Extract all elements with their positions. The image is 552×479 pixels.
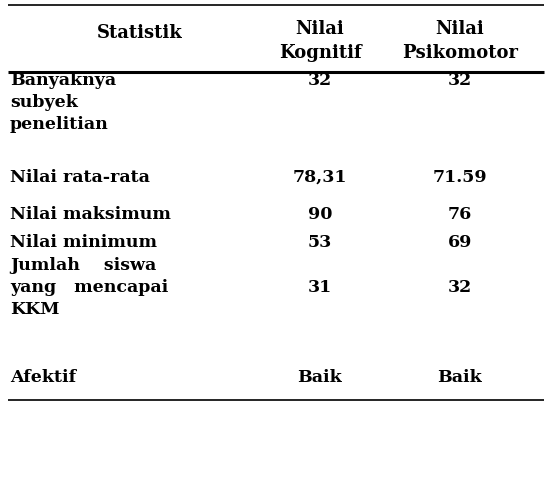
Text: Statistik: Statistik	[97, 23, 183, 42]
Text: subyek: subyek	[10, 94, 78, 111]
Text: Baik: Baik	[298, 369, 342, 386]
Text: 31: 31	[308, 279, 332, 297]
Text: Nilai: Nilai	[296, 20, 344, 37]
Text: Nilai: Nilai	[436, 20, 484, 37]
Text: 32: 32	[448, 72, 472, 89]
Text: penelitian: penelitian	[10, 116, 109, 133]
Text: Nilai rata-rata: Nilai rata-rata	[10, 169, 150, 186]
Text: Nilai maksimum: Nilai maksimum	[10, 205, 171, 223]
Text: yang   mencapai: yang mencapai	[10, 279, 168, 297]
Text: Jumlah    siswa: Jumlah siswa	[10, 257, 156, 274]
Text: 69: 69	[448, 234, 472, 251]
Text: Afektif: Afektif	[10, 369, 76, 386]
Text: 53: 53	[308, 234, 332, 251]
Text: 90: 90	[308, 205, 332, 223]
Text: Baik: Baik	[438, 369, 482, 386]
Text: 76: 76	[448, 205, 472, 223]
Text: KKM: KKM	[10, 301, 60, 319]
Text: Nilai minimum: Nilai minimum	[10, 234, 157, 251]
Text: Psikomotor: Psikomotor	[402, 44, 518, 61]
Text: Kognitif: Kognitif	[279, 44, 362, 61]
Text: 71.59: 71.59	[433, 169, 487, 186]
Text: 78,31: 78,31	[293, 169, 347, 186]
Text: 32: 32	[448, 279, 472, 297]
Text: 32: 32	[308, 72, 332, 89]
Text: Banyaknya: Banyaknya	[10, 72, 116, 89]
